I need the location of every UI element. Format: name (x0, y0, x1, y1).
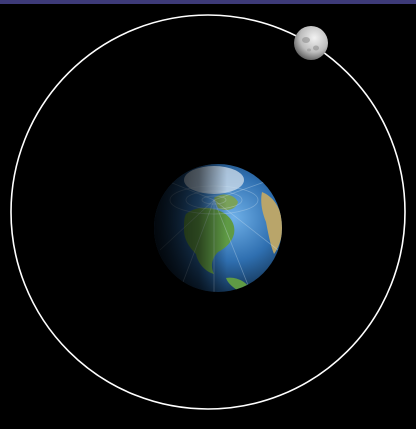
moon-orbit-path (10, 14, 406, 410)
top-frame-border (0, 0, 416, 4)
earth-globe (154, 164, 282, 292)
moon (294, 26, 328, 60)
